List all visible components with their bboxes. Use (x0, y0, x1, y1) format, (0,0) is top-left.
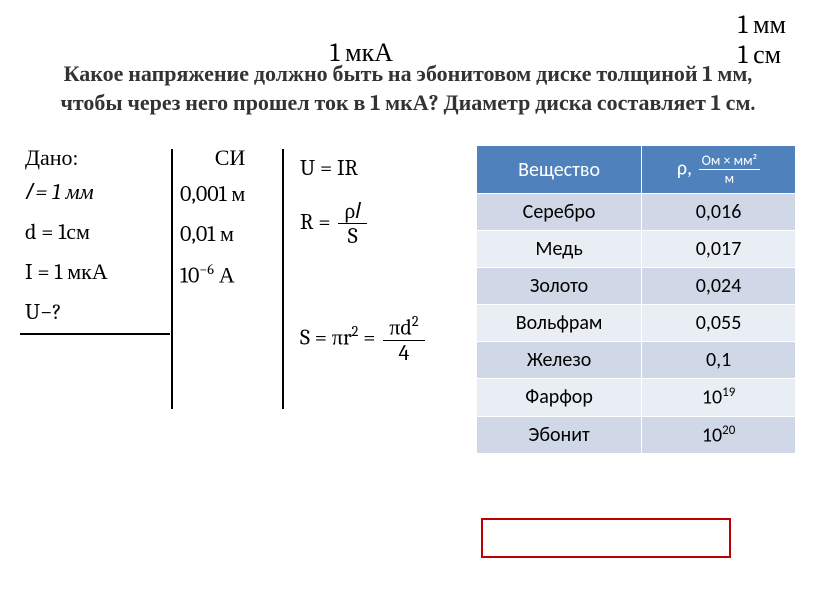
table-row: Эбонит1020 (477, 416, 796, 454)
cell-value: 0,024 (642, 268, 796, 305)
cell-value: 0,1 (642, 342, 796, 379)
given-head: Дано: (25, 145, 170, 171)
resistivity-table: Вещество ρ, Ом × мм²м Серебро0,016Медь0,… (476, 145, 796, 454)
th-substance: Вещество (477, 146, 642, 194)
si-l: 0,001 м (180, 181, 280, 207)
cell-substance: Медь (477, 231, 642, 268)
th-rho: ρ, Ом × мм²м (642, 146, 796, 194)
cell-value: 1019 (642, 379, 796, 417)
given-d: d = 1см (25, 219, 170, 245)
cell-substance: Эбонит (477, 416, 642, 454)
si-head: СИ (180, 145, 280, 171)
cell-value: 0,016 (642, 194, 796, 231)
problem-title: Какое напряжение должно быть на эбонитов… (40, 60, 776, 117)
cell-substance: Золото (477, 268, 642, 305)
table-row: Железо0,1 (477, 342, 796, 379)
given-u: U−? (25, 299, 170, 325)
table-row: Вольфрам0,055 (477, 305, 796, 342)
cell-substance: Серебро (477, 194, 642, 231)
table-row: Медь0,017 (477, 231, 796, 268)
given-i: I = 1 мкА (25, 259, 170, 285)
divider-1 (171, 149, 173, 409)
table-row: Серебро0,016 (477, 194, 796, 231)
given-l: 𝑙 = 1 мм (25, 179, 170, 205)
answer-box (481, 518, 731, 558)
si-column: СИ 0,001 м 0,01 м 10−6 А (180, 145, 280, 302)
cell-substance: Вольфрам (477, 305, 642, 342)
si-i: 10−6 А (180, 261, 280, 288)
given-column: Дано: 𝑙 = 1 мм d = 1см I = 1 мкА U−? (25, 145, 170, 339)
cell-substance: Железо (477, 342, 642, 379)
divider-2 (282, 149, 284, 409)
table-row: Фарфор1019 (477, 379, 796, 417)
cell-value: 1020 (642, 416, 796, 454)
formula-u: U = IR (300, 155, 470, 181)
cell-value: 0,055 (642, 305, 796, 342)
si-d: 0,01 м (180, 221, 280, 247)
cell-substance: Фарфор (477, 379, 642, 417)
label-mm: 1 мм (738, 10, 786, 40)
underline-u (20, 333, 170, 335)
formula-r: R = ρ𝑙S (300, 199, 470, 248)
formulas-column: U = IR R = ρ𝑙S S = πr2 = πd24 (300, 155, 470, 383)
formula-s: S = πr2 = πd24 (300, 314, 470, 365)
table-row: Золото0,024 (477, 268, 796, 305)
cell-value: 0,017 (642, 231, 796, 268)
